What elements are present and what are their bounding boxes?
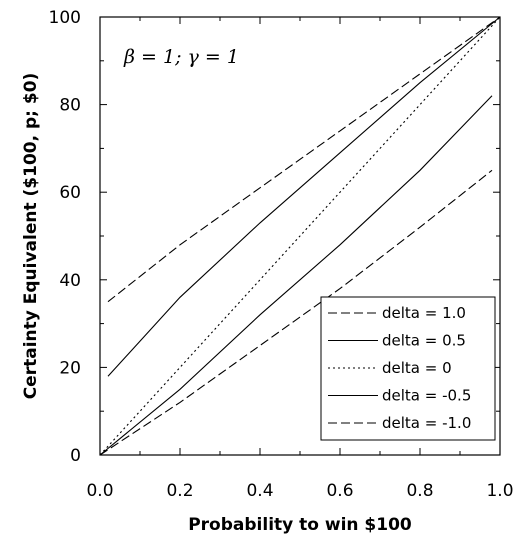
series-line-0 bbox=[107, 16, 501, 303]
y-tick-label: 20 bbox=[59, 358, 81, 378]
legend-label: delta = 0 bbox=[382, 359, 452, 377]
legend: delta = 1.0 delta = 0.5 delta = 0 delta = -… bbox=[320, 296, 496, 441]
series-line-2 bbox=[99, 16, 501, 456]
legend-label: delta = -1.0 bbox=[382, 414, 471, 432]
y-tick-label: 80 bbox=[59, 96, 81, 116]
y-axis-label: Certainty Equivalent ($100, p; $0) bbox=[21, 73, 41, 400]
series-line-1 bbox=[107, 16, 501, 377]
x-tick-label: 0.6 bbox=[326, 481, 353, 501]
x-tick-label: 0.8 bbox=[406, 481, 433, 501]
series-line-4 bbox=[99, 169, 493, 456]
y-tick-label: 100 bbox=[49, 8, 81, 28]
legend-label: delta = -0.5 bbox=[382, 387, 471, 405]
y-tick-label: 40 bbox=[59, 271, 81, 291]
y-tick-label: 60 bbox=[59, 183, 81, 203]
series-line-3 bbox=[99, 95, 493, 456]
x-tick-label: 0.0 bbox=[86, 481, 113, 501]
tick-labels: 0.0 0.2 0.4 0.6 0.8 1.0 0 20 40 60 80 100 bbox=[49, 8, 514, 501]
legend-label: delta = 0.5 bbox=[382, 332, 466, 350]
series-lines bbox=[99, 16, 501, 456]
x-tick-label: 0.4 bbox=[246, 481, 273, 501]
legend-label: delta = 1.0 bbox=[382, 304, 466, 322]
x-tick-label: 0.2 bbox=[166, 481, 193, 501]
x-axis-label: Probability to win $100 bbox=[188, 515, 412, 535]
x-tick-label: 1.0 bbox=[486, 481, 513, 501]
annotation-text: β = 1; γ = 1 bbox=[123, 46, 239, 68]
y-tick-label: 0 bbox=[70, 446, 81, 466]
tick-marks bbox=[99, 16, 501, 456]
